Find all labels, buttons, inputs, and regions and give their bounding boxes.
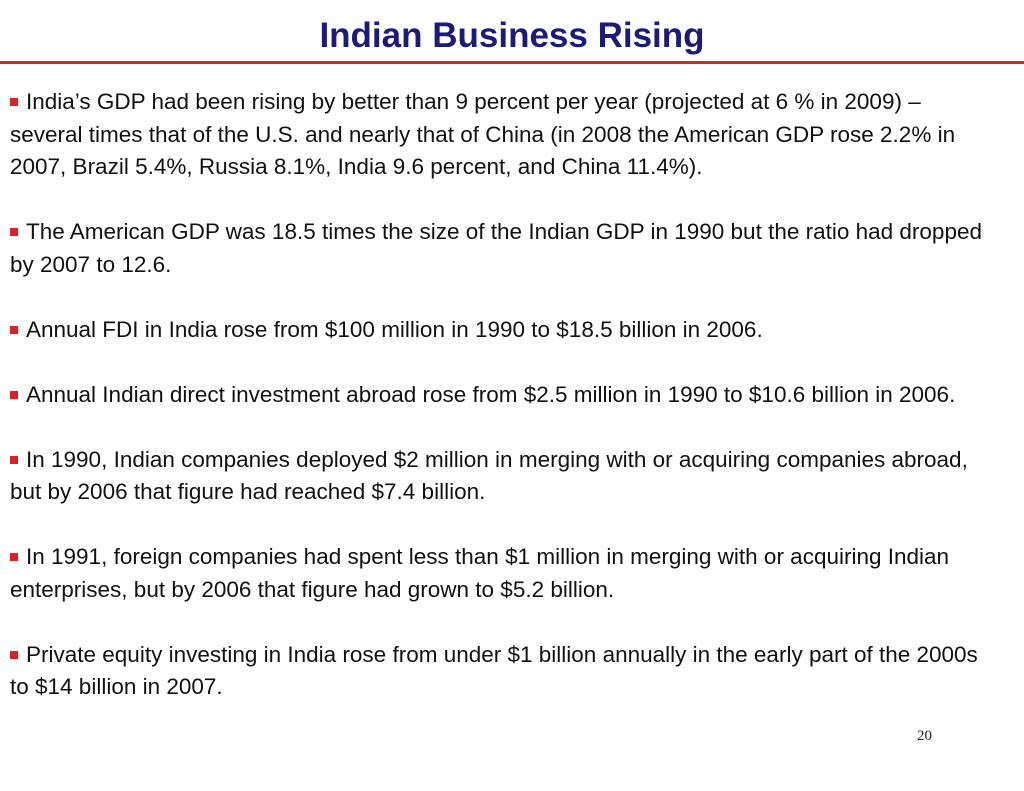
slide-title: Indian Business Rising <box>319 16 705 55</box>
square-bullet-icon <box>10 325 18 334</box>
square-bullet-icon <box>10 455 18 464</box>
bullet-text: In 1991, foreign companies had spent les… <box>10 544 950 602</box>
bullet-list: India’s GDP had been rising by better th… <box>10 86 995 736</box>
bullet-item-fdi: Annual FDI in India rose from $100 milli… <box>10 314 995 347</box>
square-bullet-icon <box>10 228 18 236</box>
square-bullet-icon <box>10 98 18 106</box>
page-number: 20 <box>917 728 932 744</box>
bullet-text: In 1990, Indian companies deployed $2 mi… <box>10 446 968 505</box>
square-bullet-icon <box>10 553 18 561</box>
title-divider <box>0 61 1024 64</box>
bullet-text: Private equity investing in India rose f… <box>10 641 978 700</box>
bullet-item-private-equity: Private equity investing in India rose f… <box>10 639 995 704</box>
square-bullet-icon <box>10 390 18 399</box>
square-bullet-icon <box>10 650 18 659</box>
bullet-item-gdp-growth: India’s GDP had been rising by better th… <box>10 86 995 184</box>
bullet-item-outward-investment: Annual Indian direct investment abroad r… <box>10 379 995 412</box>
bullet-text: The American GDP was 18.5 times the size… <box>10 219 982 277</box>
bullet-item-inbound-mna: In 1991, foreign companies had spent les… <box>10 541 995 606</box>
bullet-text: Annual FDI in India rose from $100 milli… <box>26 316 763 342</box>
bullet-item-outbound-mna: In 1990, Indian companies deployed $2 mi… <box>10 444 995 509</box>
bullet-text: India’s GDP had been rising by better th… <box>10 89 956 179</box>
bullet-item-gdp-ratio: The American GDP was 18.5 times the size… <box>10 216 995 281</box>
bullet-text: Annual Indian direct investment abroad r… <box>26 381 956 407</box>
